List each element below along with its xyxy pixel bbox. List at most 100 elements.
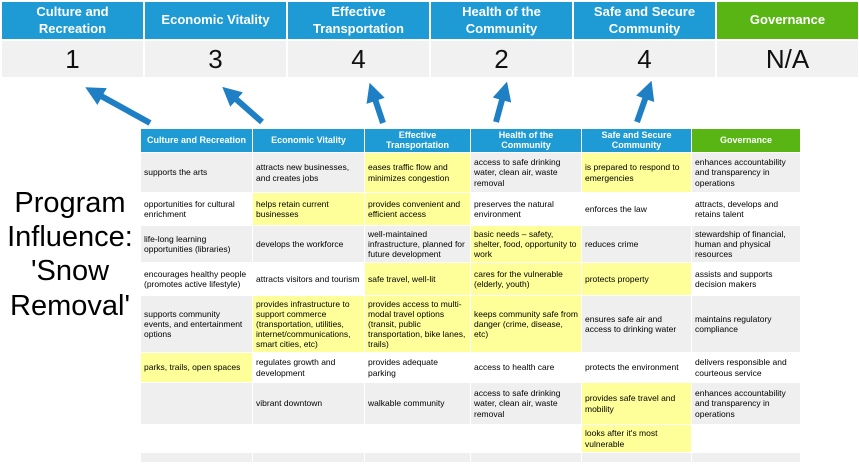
matrix-cell: vibrant downtown [252,382,365,425]
arrow-icon [85,87,152,126]
arrow-icon [366,82,386,124]
matrix-cell: encourages healthy people (promotes acti… [140,262,253,296]
matrix-cell: enhances accountability and transparency… [691,152,801,193]
matrix-header-governance: Governance [691,128,801,153]
matrix-cell [140,382,253,425]
arrow-icon [222,86,264,125]
matrix-cell: provides safe travel and mobility [581,382,692,425]
matrix-cell: provides adequate parking [364,352,471,383]
matrix-cell: eases traffic flow and minimizes congest… [364,152,471,193]
matrix-cell: access to safe drinking water, clean air… [470,152,582,193]
pillar-header: Governance [717,2,858,39]
pillar-economic-vitality: Economic Vitality 3 [145,2,286,77]
matrix-cell: protects property [581,262,692,296]
matrix-cell [364,424,471,453]
matrix-cell: ensures safe air and access to drinking … [581,295,692,353]
matrix-cell: basic needs – safety, shelter, food, opp… [470,225,582,263]
matrix-cell: regulates growth and development [252,352,365,383]
matrix-cell: provides convenient and efficient access [364,192,471,226]
matrix-header-safe-secure: Safe and Secure Community [581,128,692,153]
pillar-header: Health of the Community [431,2,572,39]
matrix-cell: opportunities for cultural enrichment [140,192,253,226]
pillar-health-of-community: Health of the Community 2 [431,2,572,77]
matrix-cell: well-maintained infrastructure, planned … [364,225,471,263]
pillar-header: Culture and Recreation [2,2,143,39]
matrix-cell: enforces the law [581,192,692,226]
matrix-cell: looks after it's most vulnerable [581,424,692,453]
matrix-cell: keeps community safe from danger (crime,… [470,295,582,353]
matrix-header-transportation: Effective Transportation [364,128,471,153]
matrix-cell: parks, trails, open spaces [140,352,253,383]
matrix-cell [252,452,365,463]
matrix-cell: enhances accountability and transparency… [691,382,801,425]
matrix-cell: safe travel, well-lit [364,262,471,296]
pillar-header: Economic Vitality [145,2,286,39]
matrix-table: Culture and Recreation Economic Vitality… [140,128,801,463]
matrix-header-economic: Economic Vitality [252,128,365,153]
matrix-cell: assists and supports decision makers [691,262,801,296]
matrix-cell: stewardship of financial, human and phys… [691,225,801,263]
matrix-cell: develops the workforce [252,225,365,263]
matrix-row: supports the arts attracts new businesses… [140,152,801,193]
matrix-cell: attracts visitors and tourism [252,262,365,296]
pillar-score: 1 [2,41,143,77]
matrix-cell [470,424,582,453]
matrix-row: supports community events, and entertain… [140,295,801,353]
pillar-header: Effective Transportation [288,2,429,39]
program-influence-label: Program Influence: 'Snow Removal' [7,187,133,322]
matrix-cell [581,452,692,463]
matrix-cell [470,452,582,463]
arrow-icon [634,80,655,123]
matrix-cell: protects the environment [581,352,692,383]
pillar-score: 4 [288,41,429,77]
pillar-score: N/A [717,41,858,77]
matrix-cell: cares for the vulnerable (elderly, youth… [470,262,582,296]
matrix-cell: life-long learning opportunities (librar… [140,225,253,263]
matrix-cell: access to safe drinking water, clean air… [470,382,582,425]
matrix-cell [691,452,801,463]
matrix-cell [140,424,253,453]
pillar-score: 3 [145,41,286,77]
pillar-band: Culture and Recreation 1 Economic Vitali… [2,2,858,77]
matrix-cell: provides access to multi-modal travel op… [364,295,471,353]
pillar-header: Safe and Secure Community [574,2,715,39]
matrix-body: supports the arts attracts new businesses… [140,152,801,463]
matrix-row: parks, trails, open spaces regulates grow… [140,352,801,383]
arrow-icons [85,80,655,126]
matrix-cell: reduces crime [581,225,692,263]
matrix-cell: attracts new businesses, and creates job… [252,152,365,193]
matrix-cell [140,452,253,463]
matrix-cell [252,424,365,453]
matrix-cell: walkable community [364,382,471,425]
matrix-cell [691,424,801,453]
matrix-cell: supports community events, and entertain… [140,295,253,353]
matrix-cell: delivers responsible and courteous servi… [691,352,801,383]
pillar-safe-secure-community: Safe and Secure Community 4 [574,2,715,77]
matrix-row: looks after it's most vulnerable [140,424,801,453]
pillar-governance: Governance N/A [717,2,858,77]
matrix-cell [364,452,471,463]
matrix-wrap: Culture and Recreation Economic Vitality… [140,128,801,463]
pillar-score: 2 [431,41,572,77]
matrix-cell: maintains regulatory compliance [691,295,801,353]
matrix-row: encourages healthy people (promotes acti… [140,262,801,296]
matrix-cell: access to health care [470,352,582,383]
matrix-cell: attracts, develops and retains talent [691,192,801,226]
matrix-row: life-long learning opportunities (librar… [140,225,801,263]
matrix-header-row: Culture and Recreation Economic Vitality… [140,128,801,153]
pillar-score: 4 [574,41,715,77]
matrix-row: opportunities for cultural enrichment hel… [140,192,801,226]
matrix-cell: supports the arts [140,152,253,193]
matrix-cell: provides infrastructure to support comme… [252,295,365,353]
pillar-effective-transportation: Effective Transportation 4 [288,2,429,77]
matrix-cell: preserves the natural environment [470,192,582,226]
pillar-culture-recreation: Culture and Recreation 1 [2,2,143,77]
matrix-header-culture: Culture and Recreation [140,128,253,153]
matrix-row: vibrant downtown walkable community access… [140,382,801,425]
arrow-icon [492,81,512,123]
matrix-cell: helps retain current businesses [252,192,365,226]
matrix-row [140,452,801,463]
matrix-cell: is prepared to respond to emergencies [581,152,692,193]
matrix-header-health: Health of the Community [470,128,582,153]
